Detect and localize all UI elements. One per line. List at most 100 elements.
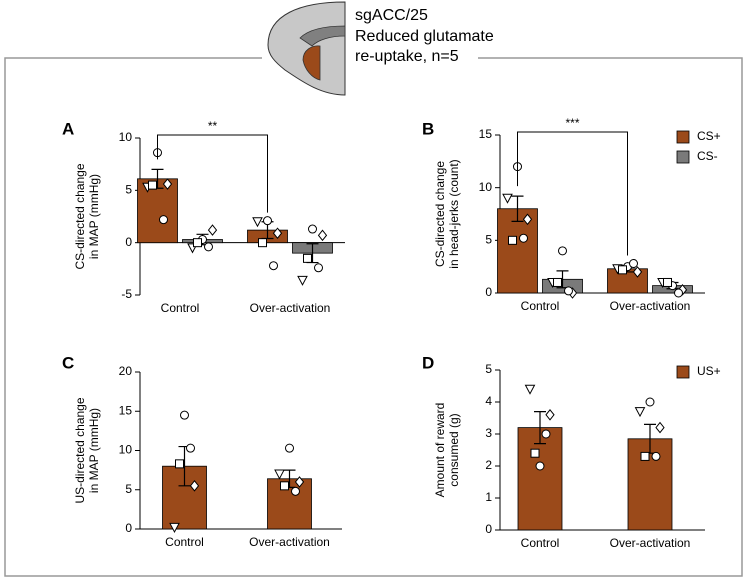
panel-letter: A bbox=[62, 119, 74, 138]
data-point bbox=[645, 397, 655, 407]
x-tick-label: Control bbox=[161, 301, 200, 315]
y-tick-label: 0 bbox=[485, 522, 492, 536]
data-point bbox=[634, 407, 646, 418]
data-point bbox=[193, 238, 202, 248]
data-point bbox=[629, 259, 638, 269]
data-point bbox=[317, 229, 328, 242]
y-tick-label: 10 bbox=[119, 130, 133, 144]
data-point bbox=[519, 233, 528, 243]
data-point bbox=[522, 213, 533, 226]
data-point bbox=[655, 421, 665, 434]
x-tick-label: Control bbox=[521, 536, 560, 550]
y-tick-label: 10 bbox=[119, 443, 133, 457]
data-point bbox=[508, 235, 517, 245]
legend-swatch bbox=[676, 365, 690, 379]
data-point bbox=[524, 384, 536, 395]
bar bbox=[497, 208, 538, 294]
header-line: re-uptake, n=5 bbox=[355, 48, 459, 65]
data-point bbox=[159, 215, 168, 225]
bar bbox=[137, 178, 178, 244]
error-bar bbox=[534, 411, 546, 445]
data-point bbox=[148, 180, 157, 190]
data-point bbox=[272, 227, 283, 240]
x-tick-label: Over-activation bbox=[250, 301, 331, 315]
data-point bbox=[651, 451, 661, 461]
data-point bbox=[297, 275, 308, 286]
data-point bbox=[663, 277, 672, 287]
data-point bbox=[535, 461, 545, 471]
x-tick-label: Over-activation bbox=[610, 536, 691, 550]
data-point bbox=[175, 459, 184, 469]
data-point bbox=[162, 178, 173, 190]
data-point bbox=[674, 288, 683, 298]
x-tick-label: Control bbox=[521, 299, 560, 313]
data-point bbox=[541, 429, 551, 439]
header-line: Reduced glutamate bbox=[355, 28, 494, 45]
data-point bbox=[640, 451, 650, 461]
y-tick-label: 20 bbox=[119, 364, 133, 378]
y-tick-label: 5 bbox=[485, 362, 492, 376]
y-tick-label: 15 bbox=[119, 403, 133, 417]
legend-swatch bbox=[676, 150, 690, 164]
significance-label: *** bbox=[565, 116, 579, 130]
y-tick-label: 2 bbox=[485, 458, 492, 472]
data-point bbox=[258, 238, 267, 248]
y-tick-label: 5 bbox=[125, 482, 132, 496]
y-axis-label: CS-directed change bbox=[73, 163, 87, 269]
data-point bbox=[252, 217, 263, 228]
error-bar bbox=[511, 195, 524, 222]
data-point bbox=[204, 242, 213, 252]
panel-letter: C bbox=[62, 353, 74, 372]
legend-swatch bbox=[676, 130, 690, 144]
data-point bbox=[285, 443, 294, 453]
legend-label: CS+ bbox=[697, 129, 721, 143]
y-tick-label: 1 bbox=[485, 490, 492, 504]
data-point bbox=[207, 224, 218, 236]
data-point bbox=[169, 522, 180, 533]
data-point bbox=[553, 277, 562, 287]
data-point bbox=[314, 263, 323, 273]
data-point bbox=[291, 486, 300, 496]
data-point bbox=[558, 246, 567, 256]
y-axis-label: consumed (g) bbox=[447, 413, 461, 486]
data-point bbox=[545, 408, 555, 421]
data-point bbox=[189, 480, 200, 492]
significance-label: ** bbox=[208, 119, 218, 133]
y-tick-label: 3 bbox=[485, 426, 492, 440]
y-tick-label: 4 bbox=[485, 394, 492, 408]
data-point bbox=[502, 193, 513, 204]
significance-bracket bbox=[157, 134, 268, 213]
y-tick-label: 5 bbox=[485, 233, 492, 247]
frame bbox=[4, 57, 743, 577]
y-tick-label: 15 bbox=[479, 127, 493, 141]
panel-letter: B bbox=[422, 119, 434, 138]
header-line: sgACC/25 bbox=[355, 7, 428, 24]
y-tick-label: 0 bbox=[125, 235, 132, 249]
y-axis-label: Amount of reward bbox=[433, 403, 447, 498]
data-point bbox=[294, 476, 305, 488]
data-point bbox=[308, 224, 317, 234]
data-point bbox=[303, 253, 312, 263]
data-point bbox=[564, 286, 573, 296]
data-point bbox=[274, 469, 285, 480]
x-tick-label: Control bbox=[165, 535, 204, 549]
data-point bbox=[263, 216, 272, 226]
data-point bbox=[618, 265, 627, 275]
y-tick-label: 0 bbox=[125, 521, 132, 535]
x-tick-label: Over-activation bbox=[249, 535, 330, 549]
x-tick-label: Over-activation bbox=[610, 299, 691, 313]
brain-icon bbox=[267, 1, 346, 96]
y-axis-label: in MAP (mmHg) bbox=[87, 408, 101, 493]
y-tick-label: 5 bbox=[125, 183, 132, 197]
panel-letter: D bbox=[422, 353, 434, 372]
y-tick-label: 10 bbox=[479, 180, 493, 194]
data-point bbox=[632, 266, 643, 278]
y-axis-label: in head-jerks (count) bbox=[447, 159, 461, 268]
data-point bbox=[269, 261, 278, 271]
y-tick-label: -5 bbox=[121, 287, 132, 301]
data-point bbox=[186, 443, 195, 453]
data-point bbox=[180, 410, 189, 420]
y-axis-label: CS-directed change bbox=[433, 161, 447, 267]
data-point bbox=[280, 481, 289, 491]
